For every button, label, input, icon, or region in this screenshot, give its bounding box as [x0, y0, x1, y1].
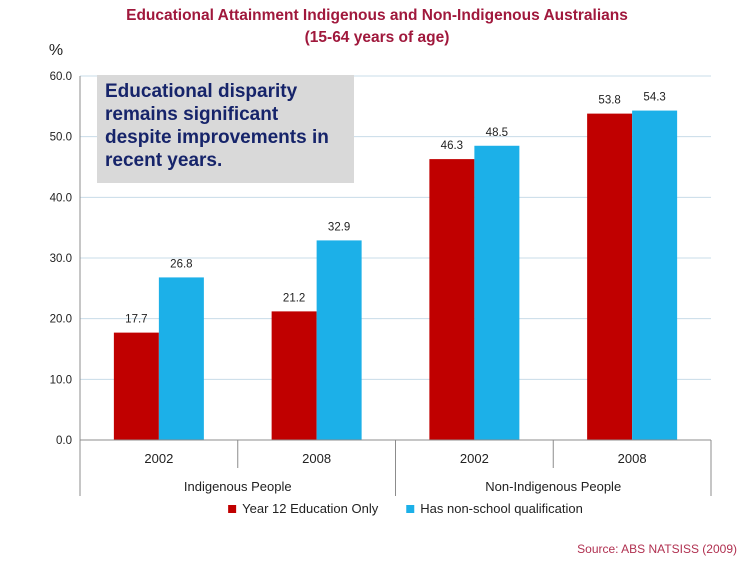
- x-axis-labels: 2002 2008 2002 2008 Indigenous People Non-Ind…: [144, 451, 646, 494]
- x-category-label: 2002: [460, 451, 489, 466]
- annotation-background: [97, 75, 354, 183]
- legend-swatch: [406, 505, 415, 513]
- y-tick-label: 30.0: [50, 253, 72, 265]
- bar: [158, 277, 204, 440]
- y-tick-label: 10.0: [50, 374, 72, 386]
- axes: [79, 76, 712, 496]
- y-axis-unit-label: %: [49, 42, 63, 59]
- y-tick-label: 40.0: [50, 192, 72, 204]
- legend-label: Year 12 Education Only: [242, 501, 379, 516]
- chart-title: Educational Attainment Indigenous and No…: [126, 7, 628, 24]
- legend: Year 12 Education Only Has non-school qua…: [228, 501, 583, 516]
- x-group-label: Non-Indigenous People: [485, 479, 621, 494]
- y-tick-label: 60.0: [50, 71, 72, 83]
- bar: [474, 145, 520, 440]
- bar: [271, 311, 317, 440]
- legend-label: Has non-school qualification: [420, 501, 583, 516]
- bar: [316, 240, 362, 440]
- source-note: Source: ABS NATSISS (2009): [577, 542, 737, 556]
- bar: [429, 159, 475, 440]
- x-group-label: Indigenous People: [184, 479, 292, 494]
- y-tick-label: 0.0: [56, 435, 72, 447]
- bar: [587, 113, 633, 440]
- data-label: 21.2: [283, 292, 305, 304]
- data-label: 26.8: [170, 258, 192, 270]
- y-tick-label: 20.0: [50, 314, 72, 326]
- data-label: 48.5: [486, 127, 508, 139]
- bar: [113, 332, 159, 440]
- legend-swatch: [228, 505, 237, 513]
- data-label: 53.8: [598, 95, 620, 107]
- x-category-label: 2008: [618, 451, 647, 466]
- data-label: 46.3: [441, 140, 463, 152]
- x-category-label: 2002: [144, 451, 173, 466]
- data-labels: 17.7 21.2 46.3 53.8 26.8 32.9 48.5 54.3: [125, 92, 666, 326]
- bars: [113, 110, 678, 440]
- x-category-label: 2008: [302, 451, 331, 466]
- annotation-box: Educational disparity remains significant…: [97, 75, 354, 183]
- y-axis-ticks: 0.0 10.0 20.0 30.0 40.0 50.0 60.0: [50, 71, 72, 447]
- data-label: 54.3: [643, 92, 665, 104]
- y-tick-label: 50.0: [50, 132, 72, 144]
- bar: [632, 110, 678, 440]
- data-label: 17.7: [125, 314, 147, 326]
- annotation-text: Educational disparity remains significant…: [105, 81, 329, 171]
- data-label: 32.9: [328, 221, 350, 233]
- chart-subtitle: (15-64 years of age): [305, 29, 450, 46]
